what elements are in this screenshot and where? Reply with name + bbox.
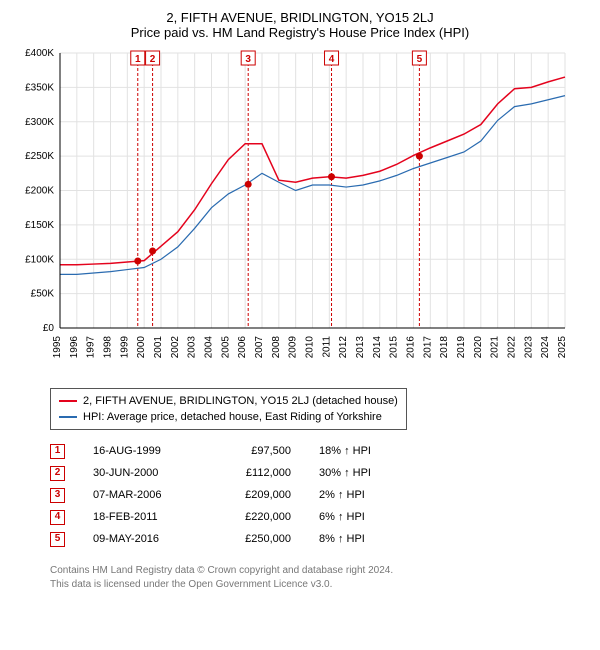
svg-text:£150K: £150K (25, 220, 54, 231)
svg-text:4: 4 (329, 54, 335, 65)
sales-row: 1 16-AUG-1999 £97,500 18% ↑ HPI (50, 440, 590, 462)
svg-text:2023: 2023 (523, 336, 534, 359)
sale-marker-icon: 5 (50, 532, 65, 547)
svg-text:2021: 2021 (490, 336, 501, 359)
svg-text:2012: 2012 (338, 336, 349, 359)
svg-text:2011: 2011 (321, 336, 332, 358)
svg-text:1997: 1997 (86, 336, 97, 359)
sale-price: £97,500 (221, 440, 291, 462)
svg-text:2006: 2006 (237, 336, 248, 359)
sales-table: 1 16-AUG-1999 £97,500 18% ↑ HPI 2 30-JUN-2000… (50, 440, 590, 550)
legend-item-hpi: HPI: Average price, detached house, East… (59, 409, 398, 425)
sale-date: 18-FEB-2011 (93, 506, 193, 528)
svg-text:2020: 2020 (473, 336, 484, 359)
svg-text:£400K: £400K (25, 48, 54, 59)
svg-text:2003: 2003 (187, 336, 198, 359)
svg-text:2010: 2010 (305, 336, 316, 359)
price-chart: £0 £50K £100K £150K £200K £250K £300K £350K £400… (10, 48, 570, 378)
svg-text:2013: 2013 (355, 336, 366, 359)
svg-text:2009: 2009 (288, 336, 299, 359)
svg-text:3: 3 (245, 54, 251, 65)
svg-text:2: 2 (150, 54, 156, 65)
sale-marker-icon: 4 (50, 510, 65, 525)
sale-pct: 30% ↑ HPI (319, 462, 409, 484)
svg-text:2008: 2008 (271, 336, 282, 359)
svg-text:1999: 1999 (119, 336, 130, 359)
sale-pct: 8% ↑ HPI (319, 528, 409, 550)
sale-marker-icon: 1 (50, 444, 65, 459)
svg-text:2000: 2000 (136, 336, 147, 359)
svg-text:2001: 2001 (153, 336, 164, 359)
svg-text:£350K: £350K (25, 82, 54, 93)
svg-text:1: 1 (135, 54, 141, 65)
svg-text:2007: 2007 (254, 336, 265, 359)
sales-row: 5 09-MAY-2016 £250,000 8% ↑ HPI (50, 528, 590, 550)
svg-text:£300K: £300K (25, 117, 54, 128)
svg-text:£50K: £50K (31, 289, 55, 300)
title-address: 2, FIFTH AVENUE, BRIDLINGTON, YO15 2LJ (10, 10, 590, 25)
sale-price: £220,000 (221, 506, 291, 528)
svg-text:2015: 2015 (389, 336, 400, 359)
sale-price: £112,000 (221, 462, 291, 484)
sale-date: 30-JUN-2000 (93, 462, 193, 484)
sale-date: 16-AUG-1999 (93, 440, 193, 462)
legend-swatch-property (59, 400, 77, 402)
sale-date: 07-MAR-2006 (93, 484, 193, 506)
svg-text:2004: 2004 (204, 336, 215, 359)
legend-label-hpi: HPI: Average price, detached house, East… (83, 409, 382, 425)
sales-row: 4 18-FEB-2011 £220,000 6% ↑ HPI (50, 506, 590, 528)
sale-marker-icon: 2 (50, 466, 65, 481)
svg-text:£100K: £100K (25, 254, 54, 265)
legend-item-property: 2, FIFTH AVENUE, BRIDLINGTON, YO15 2LJ (… (59, 393, 398, 409)
sale-price: £250,000 (221, 528, 291, 550)
sale-pct: 2% ↑ HPI (319, 484, 409, 506)
svg-text:2017: 2017 (422, 336, 433, 359)
svg-text:2002: 2002 (170, 336, 181, 359)
svg-text:2019: 2019 (456, 336, 467, 359)
title-subtitle: Price paid vs. HM Land Registry's House … (10, 25, 590, 40)
sale-date: 09-MAY-2016 (93, 528, 193, 550)
svg-text:2018: 2018 (439, 336, 450, 359)
svg-text:£200K: £200K (25, 186, 54, 197)
legend-label-property: 2, FIFTH AVENUE, BRIDLINGTON, YO15 2LJ (… (83, 393, 398, 409)
svg-text:2022: 2022 (507, 336, 518, 359)
footer-line1: Contains HM Land Registry data © Crown c… (50, 564, 590, 578)
svg-text:£0: £0 (43, 323, 55, 334)
svg-text:2025: 2025 (557, 336, 568, 359)
svg-text:£250K: £250K (25, 151, 54, 162)
sale-price: £209,000 (221, 484, 291, 506)
sale-marker-icon: 3 (50, 488, 65, 503)
sale-pct: 18% ↑ HPI (319, 440, 409, 462)
svg-text:1995: 1995 (52, 336, 63, 359)
svg-text:2016: 2016 (406, 336, 417, 359)
footer-line2: This data is licensed under the Open Gov… (50, 578, 590, 592)
svg-text:5: 5 (417, 54, 423, 65)
svg-text:2005: 2005 (220, 336, 231, 359)
svg-text:2014: 2014 (372, 336, 383, 359)
legend: 2, FIFTH AVENUE, BRIDLINGTON, YO15 2LJ (… (50, 388, 407, 430)
svg-text:2024: 2024 (540, 336, 551, 359)
sale-pct: 6% ↑ HPI (319, 506, 409, 528)
sales-row: 3 07-MAR-2006 £209,000 2% ↑ HPI (50, 484, 590, 506)
sales-row: 2 30-JUN-2000 £112,000 30% ↑ HPI (50, 462, 590, 484)
svg-text:1996: 1996 (69, 336, 80, 359)
footer-attribution: Contains HM Land Registry data © Crown c… (50, 564, 590, 592)
svg-text:1998: 1998 (103, 336, 114, 359)
legend-swatch-hpi (59, 416, 77, 418)
